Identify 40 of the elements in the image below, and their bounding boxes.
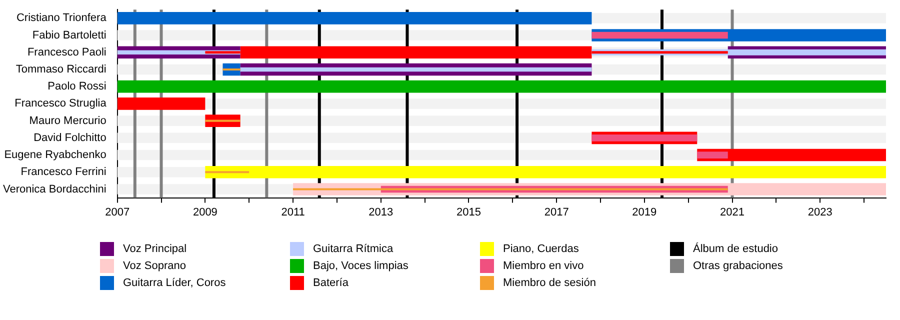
legend-label: Miembro de sesión bbox=[503, 276, 596, 288]
y-tick-label: Francesco Struglia bbox=[14, 98, 108, 110]
y-tick-label: Veronica Bordacchini bbox=[2, 183, 106, 196]
y-tick-label: Cristiano Trionfera bbox=[16, 12, 108, 24]
x-tick-label: 2015 bbox=[456, 206, 481, 218]
legend-label: Otras grabaciones bbox=[693, 260, 783, 272]
legend-label: Álbum de estudio bbox=[693, 242, 778, 254]
bar bbox=[592, 32, 728, 39]
legend-label: Voz Principal bbox=[123, 242, 187, 254]
legend-label: Guitarra Líder, Coros bbox=[123, 276, 226, 288]
y-tick-label: Fabio Bartoletti bbox=[32, 29, 106, 42]
y-tick-label: Paolo Rossi bbox=[48, 80, 106, 93]
y-tick-label: Francesco Ferrini bbox=[20, 166, 106, 178]
legend-label: Voz Soprano bbox=[123, 260, 186, 272]
bar bbox=[205, 120, 240, 122]
legend-label: Guitarra Rítmica bbox=[313, 242, 394, 254]
x-tick-label: 2019 bbox=[632, 206, 657, 218]
x-tick-label: 2013 bbox=[368, 206, 394, 218]
bar bbox=[697, 152, 728, 158]
legend-label: Miembro en vivo bbox=[503, 260, 584, 272]
bar bbox=[117, 98, 206, 110]
bar bbox=[293, 188, 728, 190]
bar bbox=[205, 171, 250, 174]
y-tick-label: Mauro Mercurio bbox=[29, 114, 106, 127]
y-tick-label: Francesco Paoli bbox=[27, 46, 106, 58]
y-tick-label: Tommaso Riccardi bbox=[16, 64, 106, 76]
bar bbox=[240, 67, 592, 72]
y-tick-label: David Folchitto bbox=[34, 132, 106, 144]
x-tick-label: 2021 bbox=[720, 206, 745, 218]
y-tick-label: Eugene Ryabchenko bbox=[4, 149, 106, 162]
legend-label: Piano, Cuerdas bbox=[503, 242, 579, 254]
x-tick-label: 2009 bbox=[192, 206, 218, 218]
legend-label: Batería bbox=[313, 276, 348, 288]
bar bbox=[222, 68, 240, 71]
x-tick-label: 2023 bbox=[808, 206, 832, 218]
x-tick-label: 2017 bbox=[544, 206, 569, 218]
bar bbox=[592, 134, 698, 142]
legend-label: Bajo, Voces limpias bbox=[313, 260, 408, 272]
x-tick-label: 2007 bbox=[105, 206, 130, 218]
x-tick-label: 2011 bbox=[281, 206, 305, 218]
